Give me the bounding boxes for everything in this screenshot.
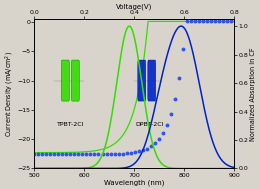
FancyBboxPatch shape <box>61 60 69 101</box>
FancyBboxPatch shape <box>148 60 156 101</box>
FancyBboxPatch shape <box>71 60 79 101</box>
Y-axis label: Normalized Absorption in CF: Normalized Absorption in CF <box>249 47 256 141</box>
Text: DPBT-2Cl: DPBT-2Cl <box>135 122 163 127</box>
Y-axis label: Current Density (mA/cm$^2$): Current Density (mA/cm$^2$) <box>3 51 16 137</box>
X-axis label: Wavelength (nm): Wavelength (nm) <box>104 179 164 186</box>
Bar <box>37 45 179 116</box>
Text: TPBT-2Cl: TPBT-2Cl <box>57 122 84 127</box>
X-axis label: Voltage(V): Voltage(V) <box>116 3 153 10</box>
FancyBboxPatch shape <box>138 60 146 101</box>
